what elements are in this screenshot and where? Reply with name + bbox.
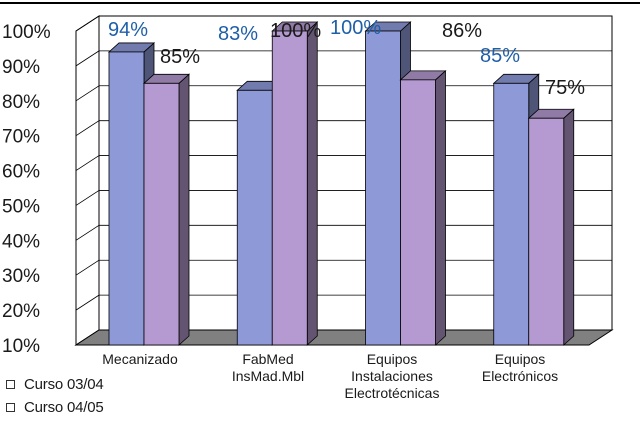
bar-side (435, 69, 446, 346)
bar-0-2 (365, 30, 401, 346)
data-label-1-3: 75% (545, 77, 585, 99)
data-label-0-0: 94% (108, 19, 148, 41)
gridline-side (75, 294, 100, 311)
data-label-0-1: 83% (218, 23, 258, 45)
gridline-side (75, 190, 100, 206)
gridline-side (75, 155, 100, 171)
x-tick-label: Instalaciones (351, 368, 433, 384)
y-tick-label: 100% (2, 22, 51, 43)
x-tick-label: Electrónicos (482, 368, 558, 384)
y-tick-label: 30% (2, 266, 40, 287)
y-tick-label: 90% (2, 57, 40, 78)
x-tick-label: InsMad.Mbl (232, 368, 304, 384)
bar-side (178, 73, 190, 346)
bar-0-1 (236, 89, 273, 346)
data-label-0-3: 85% (480, 45, 520, 67)
y-tick-label: 10% (2, 336, 40, 357)
bar-1-0 (143, 82, 180, 346)
data-label-1-2: 86% (442, 20, 482, 42)
gridline-side (75, 224, 100, 241)
gridline-side (75, 85, 100, 102)
bar-1-1 (271, 30, 308, 346)
plot-side-wall (75, 15, 100, 346)
bar-1-3 (528, 117, 565, 346)
legend-swatch-curso-0304 (6, 380, 15, 389)
x-tick-label: FabMed (242, 351, 293, 367)
y-tick-label: 60% (2, 162, 40, 183)
gridline-side (75, 259, 100, 276)
legend-label-curso-0304: Curso 03/04 (24, 376, 104, 393)
x-tick-label: Equipos (495, 351, 546, 367)
y-tick-label: 70% (2, 127, 40, 148)
data-label-1-0: 85% (160, 46, 200, 68)
x-tick-label: Equipos (367, 351, 418, 367)
y-tick-label: 20% (2, 301, 40, 322)
bar-side (563, 108, 575, 346)
bar-0-0 (108, 51, 145, 346)
legend-swatch-curso-0405 (6, 403, 15, 412)
gridline-side (75, 15, 100, 32)
legend-item-curso-0405: Curso 04/05 (6, 399, 104, 416)
y-tick-label: 40% (2, 231, 40, 252)
bar-side (306, 21, 318, 346)
y-tick-label: 50% (2, 196, 40, 217)
data-label-0-2: 100% (330, 17, 381, 39)
data-label-1-1: 100% (270, 20, 321, 42)
gridline-side (75, 50, 100, 67)
x-tick-label: Mecanizado (102, 351, 178, 367)
y-tick-label: 80% (2, 92, 40, 113)
bar-0-3 (493, 82, 530, 346)
gridline-side (75, 120, 100, 137)
legend-label-curso-0405: Curso 04/05 (24, 399, 104, 416)
x-tick-label: Electrotécnicas (345, 385, 440, 401)
legend-item-curso-0304: Curso 03/04 (6, 376, 104, 393)
bar-1-2 (400, 79, 436, 346)
